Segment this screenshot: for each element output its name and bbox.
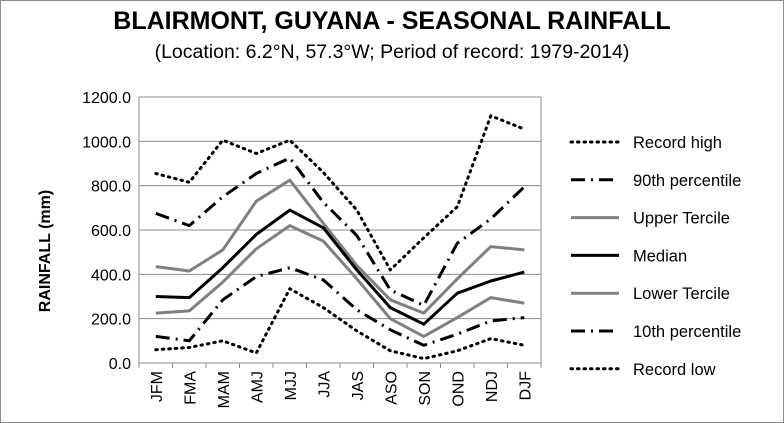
x-tick-label: OND — [450, 371, 467, 407]
y-tick-label: 1000.0 — [82, 134, 131, 151]
y-tick-label: 600.0 — [91, 223, 131, 240]
series-line-upper-tercile — [155, 178, 525, 315]
legend-label: 90th percentile — [633, 172, 741, 190]
x-tick-label: ASO — [383, 371, 400, 405]
legend-label: Record low — [633, 361, 716, 379]
chart-subtitle: (Location: 6.2°N, 57.3°W; Period of reco… — [154, 41, 630, 63]
series-line-10th-percentile — [155, 266, 525, 347]
legend-label: Lower Tercile — [633, 285, 730, 303]
x-tick-label: MAM — [216, 371, 233, 408]
x-tick-label: JAS — [350, 371, 367, 400]
series-line-median — [155, 208, 525, 326]
y-tick-label: 800.0 — [91, 179, 131, 196]
x-tick-label: SON — [417, 371, 434, 406]
y-tick-label: 400.0 — [91, 267, 131, 284]
legend-label: Upper Tercile — [633, 210, 730, 228]
y-tick-label: 1200.0 — [82, 90, 131, 107]
series-line-record-low — [154, 287, 526, 361]
x-tick-label: FMA — [182, 371, 199, 405]
x-tick-label: MJJ — [283, 371, 300, 400]
chart-title: BLAIRMONT, GUYANA - SEASONAL RAINFALL — [113, 7, 671, 35]
x-tick-label: JFM — [149, 371, 166, 402]
x-tick-label: AMJ — [249, 371, 266, 403]
legend-label: Median — [633, 247, 687, 265]
y-axis-label: RAINFALL (mm) — [37, 190, 54, 312]
series-line-record-high — [154, 114, 526, 272]
series-line-lower-tercile — [155, 224, 525, 338]
y-tick-label: 200.0 — [91, 312, 131, 329]
x-tick-label: NDJ — [484, 371, 501, 402]
y-tick-label: 0.0 — [109, 356, 131, 373]
series-line-90th-percentile — [155, 156, 526, 307]
x-tick-label: DJF — [517, 371, 534, 401]
legend-label: Record high — [633, 134, 722, 152]
x-tick-label: JJA — [316, 371, 333, 398]
legend-label: 10th percentile — [633, 323, 741, 341]
